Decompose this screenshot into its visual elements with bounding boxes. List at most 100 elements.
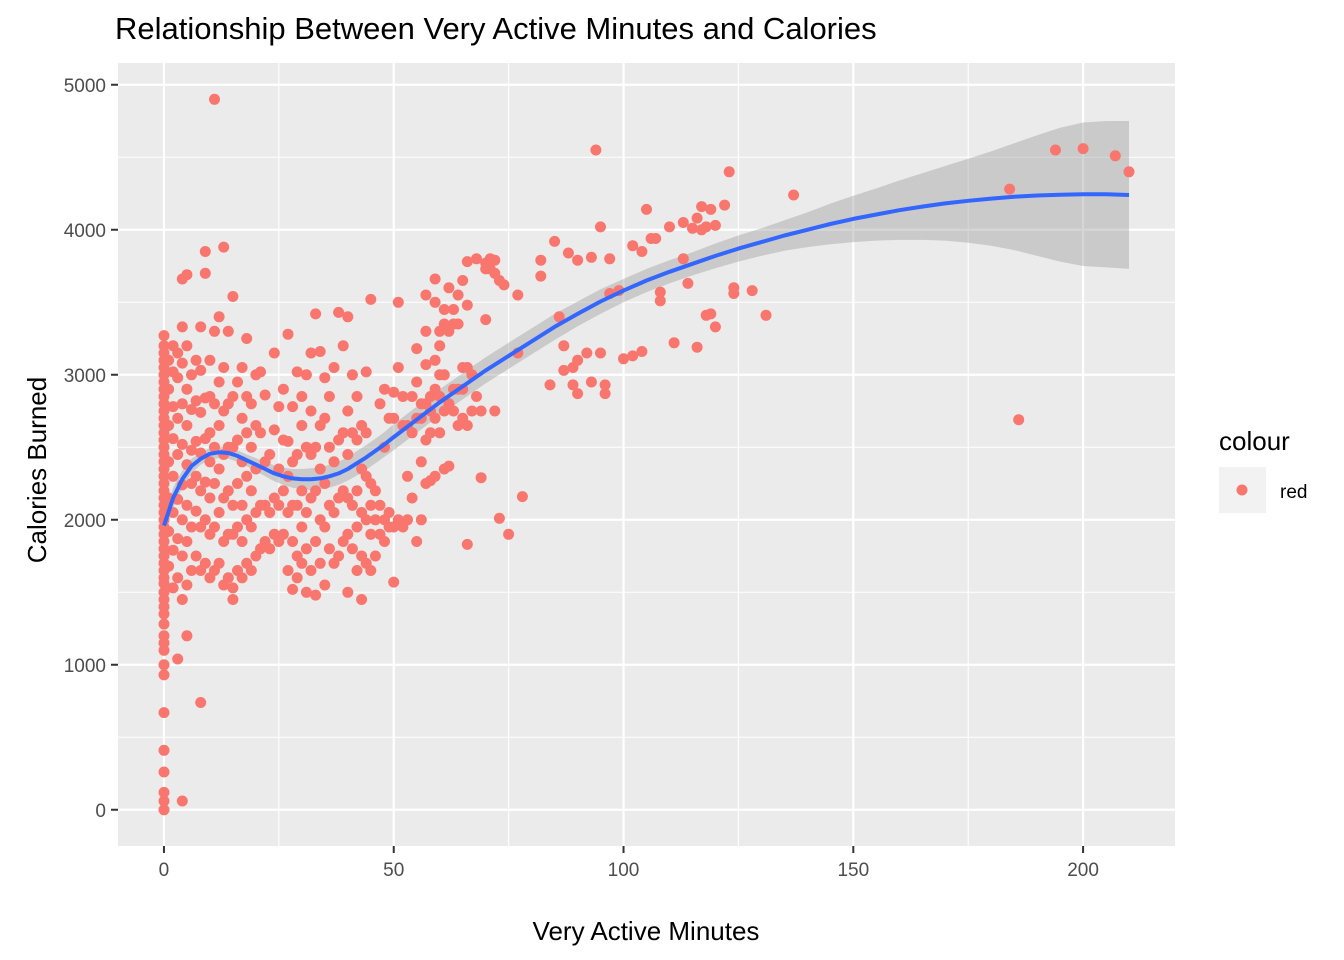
data-point xyxy=(1109,150,1121,162)
data-point xyxy=(369,550,381,562)
data-point xyxy=(388,386,400,398)
data-point xyxy=(448,405,459,417)
data-point xyxy=(300,586,312,598)
data-point xyxy=(627,240,639,252)
data-point xyxy=(1050,144,1061,156)
data-point xyxy=(346,543,358,555)
data-point xyxy=(471,391,482,402)
data-point xyxy=(360,366,372,378)
data-point xyxy=(434,340,446,352)
data-point xyxy=(176,321,188,333)
data-point xyxy=(429,296,441,308)
data-point xyxy=(172,347,184,359)
data-point xyxy=(406,391,418,402)
data-point xyxy=(264,449,276,460)
data-point xyxy=(392,296,404,308)
data-point xyxy=(650,233,662,244)
data-point xyxy=(687,222,698,234)
data-point xyxy=(209,521,220,533)
data-point xyxy=(186,404,197,415)
data-point xyxy=(461,299,473,311)
data-point xyxy=(190,470,202,482)
data-point xyxy=(232,521,243,533)
data-point xyxy=(199,514,211,526)
data-point xyxy=(186,565,197,576)
x-tick-label: 50 xyxy=(383,860,404,881)
data-point xyxy=(705,308,717,320)
data-point xyxy=(305,565,317,576)
smooth-line xyxy=(162,192,1130,527)
data-point xyxy=(700,221,712,233)
data-point xyxy=(255,366,266,378)
y-axis: 0 1000 2000 3000 4000 5000 xyxy=(64,76,118,822)
data-point xyxy=(310,589,322,601)
data-point xyxy=(273,463,285,475)
data-point xyxy=(181,630,193,642)
chart-title: Relationship Between Very Active Minutes… xyxy=(115,11,877,46)
data-point xyxy=(351,565,363,576)
data-point xyxy=(696,201,708,213)
data-point xyxy=(204,492,216,504)
data-point xyxy=(360,514,372,526)
data-point xyxy=(342,449,354,460)
data-point xyxy=(213,463,225,475)
data-point xyxy=(746,285,758,297)
y-tick-label: 0 xyxy=(95,801,106,822)
data-point xyxy=(195,321,207,333)
data-point xyxy=(167,401,179,413)
data-point xyxy=(190,395,202,407)
data-point xyxy=(369,485,381,497)
data-point xyxy=(654,295,666,307)
data-point xyxy=(158,630,170,642)
data-point xyxy=(305,347,317,359)
data-point xyxy=(181,536,193,547)
data-point xyxy=(448,304,459,315)
data-point xyxy=(282,565,294,576)
data-point xyxy=(337,427,349,439)
data-point xyxy=(236,572,248,584)
data-point xyxy=(337,340,349,352)
data-point xyxy=(434,427,446,439)
data-point xyxy=(709,321,721,333)
data-point xyxy=(572,388,584,400)
data-point xyxy=(158,707,170,719)
data-point xyxy=(158,795,170,807)
y-tick-label: 4000 xyxy=(64,221,106,242)
confidence-band-layer xyxy=(164,121,1129,538)
data-point xyxy=(287,536,299,547)
data-point xyxy=(287,401,299,413)
data-point xyxy=(333,306,345,318)
data-point xyxy=(245,521,257,533)
data-point xyxy=(296,485,308,497)
data-point xyxy=(397,391,409,402)
data-point xyxy=(181,579,193,591)
data-point xyxy=(558,340,570,352)
data-point xyxy=(457,275,469,286)
data-point xyxy=(572,254,584,266)
data-point xyxy=(227,499,239,511)
data-point xyxy=(158,659,170,671)
data-point xyxy=(167,544,179,556)
data-point xyxy=(310,308,322,320)
data-point xyxy=(176,550,188,562)
data-point xyxy=(167,582,179,594)
y-tick-label: 1000 xyxy=(64,656,106,677)
data-point xyxy=(273,401,285,413)
data-point xyxy=(172,653,184,665)
data-point xyxy=(227,594,239,605)
data-point xyxy=(227,291,239,302)
y-tick-label: 5000 xyxy=(64,76,106,97)
data-point xyxy=(346,369,358,381)
data-point xyxy=(209,441,220,453)
data-point xyxy=(429,354,441,366)
data-point xyxy=(595,221,606,233)
data-point xyxy=(388,576,400,588)
data-point xyxy=(319,521,331,533)
data-point xyxy=(296,391,308,402)
smooth-line-layer xyxy=(162,192,1130,527)
data-point xyxy=(287,583,299,595)
data-point xyxy=(264,507,276,518)
legend-point-red xyxy=(1236,484,1248,496)
data-point xyxy=(512,289,524,301)
